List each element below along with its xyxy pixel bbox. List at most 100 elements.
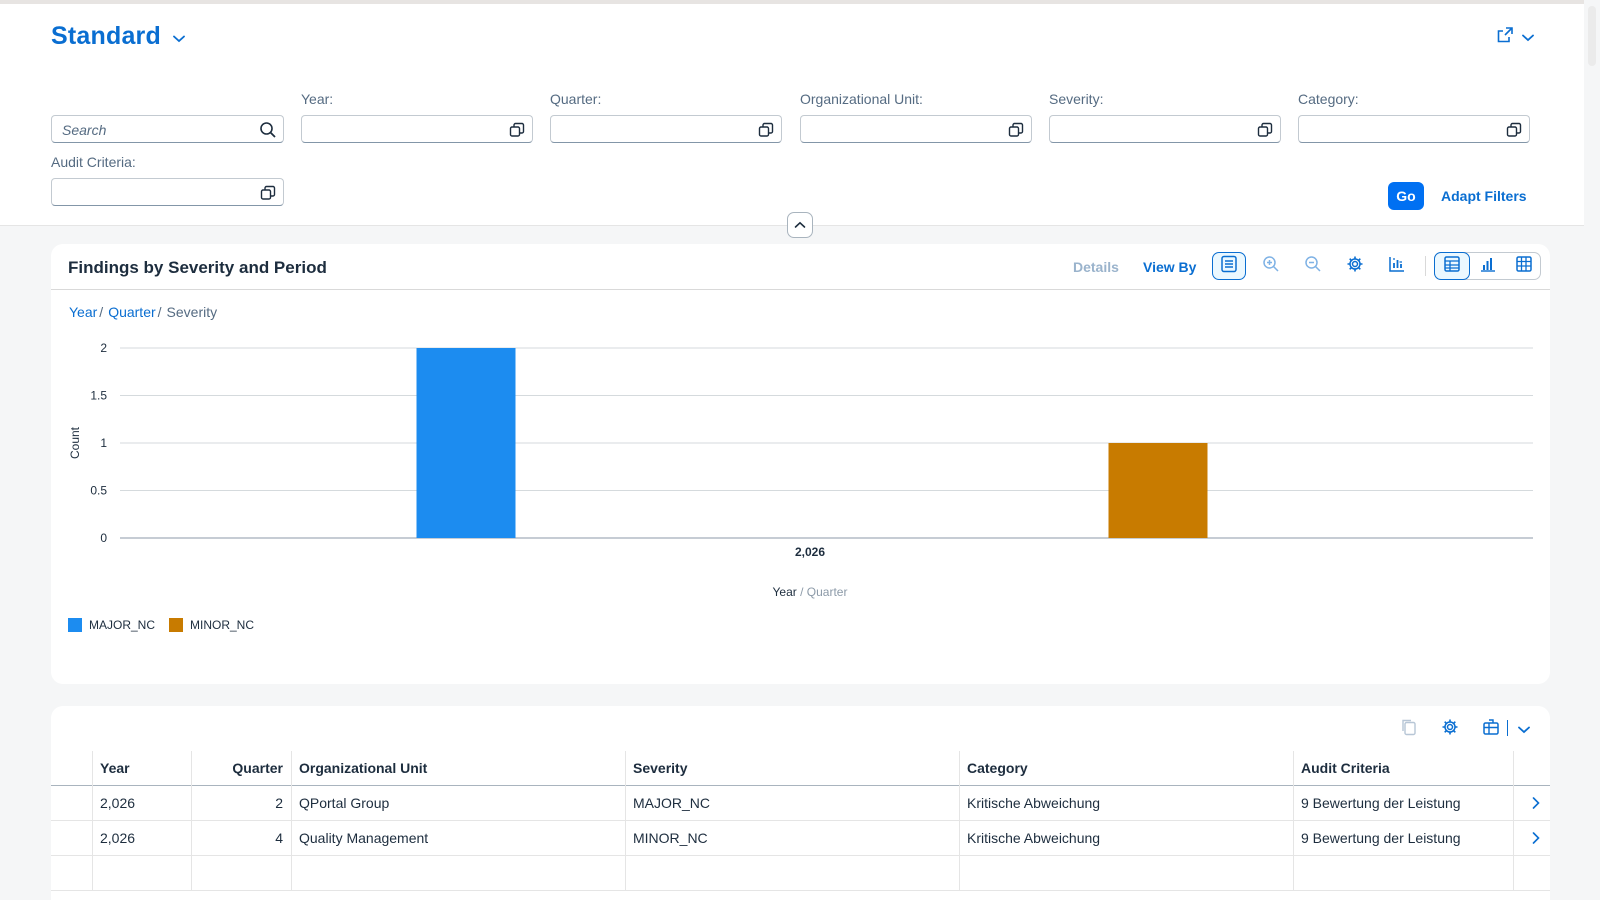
cell-quarter: 2 [275, 795, 283, 811]
bar-minor-nc [1108, 443, 1208, 538]
share-icon[interactable] [1496, 26, 1514, 49]
toolbar-separator [1507, 720, 1508, 736]
gear-icon [1346, 255, 1364, 278]
view-table-button[interactable] [1506, 252, 1542, 280]
share-menu[interactable] [1496, 26, 1534, 49]
chevron-down-icon[interactable] [1522, 29, 1534, 47]
bar-major-nc [416, 348, 516, 538]
legend-item-major[interactable]: MAJOR_NC [68, 618, 155, 632]
value-help-icon[interactable] [509, 122, 525, 138]
adapt-filters-button[interactable]: Adapt Filters [1441, 188, 1527, 204]
chevron-down-icon[interactable] [173, 30, 185, 48]
chevron-down-icon[interactable] [1518, 721, 1530, 739]
legend-list-icon [1220, 255, 1238, 278]
value-help-icon[interactable] [260, 185, 276, 201]
variant-title[interactable]: Standard [51, 22, 161, 50]
zoom-in-button[interactable] [1254, 252, 1288, 280]
go-button[interactable]: Go [1388, 182, 1424, 210]
audit-criteria-filter-label: Audit Criteria: [51, 154, 136, 170]
value-help-icon[interactable] [1506, 122, 1522, 138]
drill-down-button[interactable] [1212, 252, 1246, 280]
cell-severity: MAJOR_NC [633, 795, 711, 811]
value-help-icon[interactable] [1257, 122, 1273, 138]
year-filter-input[interactable] [301, 115, 533, 143]
column-divider [291, 751, 292, 891]
copy-icon[interactable] [1400, 718, 1418, 741]
search-placeholder: Search [62, 122, 107, 138]
chart-settings-button[interactable] [1338, 252, 1372, 280]
top-edge [0, 0, 1600, 4]
breadcrumb-year[interactable]: Year [69, 304, 98, 320]
severity-filter-input[interactable] [1049, 115, 1281, 143]
quarter-filter-input[interactable] [550, 115, 782, 143]
audit-criteria-filter-input[interactable] [51, 178, 284, 206]
legend-item-minor[interactable]: MINOR_NC [169, 618, 254, 632]
zoom-in-icon [1262, 255, 1280, 278]
chart-legend: MAJOR_NC MINOR_NC [68, 618, 268, 632]
chart-type-button[interactable] [1380, 252, 1414, 280]
column-header-quarter[interactable]: Quarter [232, 760, 283, 776]
value-help-icon[interactable] [1008, 122, 1024, 138]
quarter-filter-label: Quarter: [550, 91, 602, 107]
column-divider [1513, 751, 1514, 891]
x-axis-label-primary: Year [773, 585, 797, 599]
search-icon[interactable] [259, 121, 277, 144]
table-row[interactable]: 2,026 4 Quality Management MINOR_NC Krit… [51, 821, 1550, 856]
view-by-button[interactable]: View By [1143, 259, 1197, 275]
table-row[interactable]: 2,026 2 QPortal Group MAJOR_NC Kritische… [51, 786, 1550, 821]
bar-chart-icon [1479, 255, 1497, 278]
y-tick-label: 1 [100, 436, 107, 450]
chevron-right-icon[interactable] [1532, 831, 1540, 849]
chevron-right-icon[interactable] [1532, 796, 1540, 814]
column-header-category[interactable]: Category [967, 760, 1028, 776]
cell-quarter: 4 [275, 830, 283, 846]
table-icon [1515, 255, 1533, 278]
collapse-header-button[interactable] [787, 212, 813, 238]
x-axis-label-secondary: / Quarter [797, 585, 848, 599]
cell-year: 2,026 [100, 795, 136, 811]
column-divider [92, 751, 93, 891]
x-tick-label: 2,026 [795, 545, 825, 559]
details-button[interactable]: Details [1073, 259, 1119, 275]
org-unit-filter-input[interactable] [800, 115, 1032, 143]
column-header-year[interactable]: Year [100, 760, 130, 776]
chart-toolbar-divider [51, 289, 1550, 290]
toolbar-separator [1425, 256, 1426, 276]
search-input[interactable]: Search [51, 115, 284, 143]
column-divider [625, 751, 626, 891]
zoom-out-button[interactable] [1296, 252, 1330, 280]
y-tick-label: 1.5 [90, 389, 107, 403]
cell-category: Kritische Abweichung [967, 830, 1101, 846]
export-icon[interactable] [1482, 718, 1500, 741]
table-row-empty [51, 856, 1550, 891]
cell-severity: MINOR_NC [633, 830, 708, 846]
scrollbar-thumb[interactable] [1588, 6, 1596, 66]
chart-type-icon [1388, 255, 1406, 278]
y-tick-label: 0 [100, 531, 107, 545]
org-unit-filter-label: Organizational Unit: [800, 91, 923, 107]
y-tick-label: 2 [100, 341, 107, 355]
column-header-audit-criteria[interactable]: Audit Criteria [1301, 760, 1390, 776]
gear-icon[interactable] [1441, 718, 1459, 741]
breadcrumb-quarter[interactable]: Quarter [108, 304, 156, 320]
cell-org-unit: QPortal Group [299, 795, 390, 811]
category-filter-label: Category: [1298, 91, 1359, 107]
page-scrollbar[interactable] [1584, 0, 1600, 900]
view-chart-button[interactable] [1470, 252, 1506, 280]
legend-label: MAJOR_NC [89, 618, 156, 632]
column-header-severity[interactable]: Severity [633, 760, 688, 776]
chart-card: Findings by Severity and Period Details … [51, 244, 1550, 684]
variant-selector[interactable]: Standard [51, 22, 185, 51]
column-divider [959, 751, 960, 891]
view-chart-table-button[interactable] [1434, 252, 1470, 280]
column-divider [191, 751, 192, 891]
view-switch[interactable] [1434, 252, 1541, 280]
column-header-org-unit[interactable]: Organizational Unit [299, 760, 428, 776]
category-filter-input[interactable] [1298, 115, 1530, 143]
legend-label: MINOR_NC [190, 618, 255, 632]
value-help-icon[interactable] [758, 122, 774, 138]
breadcrumb: Year / Quarter / Severity [69, 304, 217, 320]
cell-year: 2,026 [100, 830, 136, 846]
y-tick-label: 0.5 [90, 484, 107, 498]
cell-org-unit: Quality Management [299, 830, 429, 846]
